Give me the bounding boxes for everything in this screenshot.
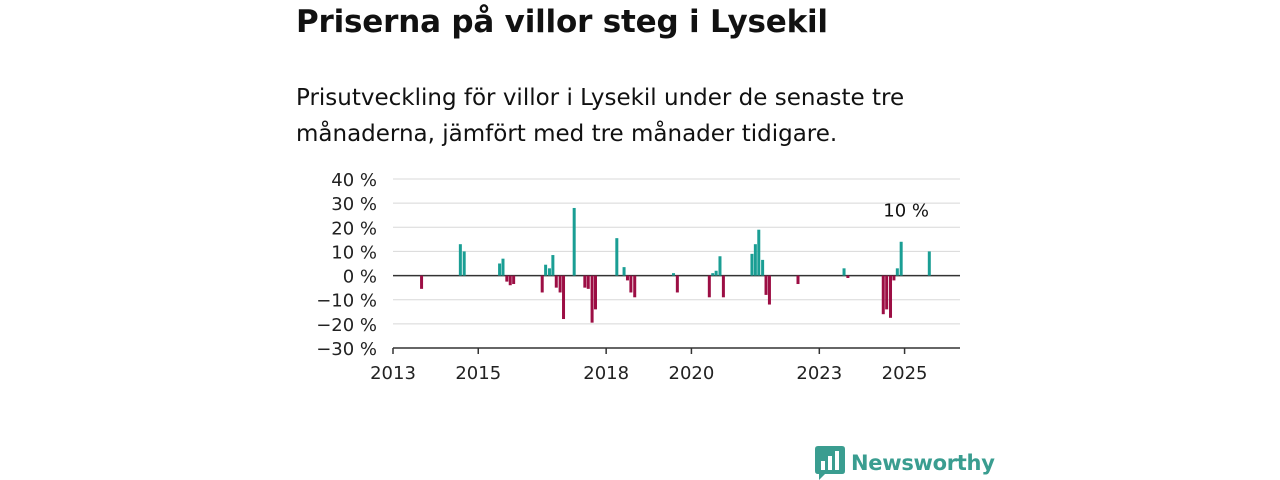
y-tick-label: 40 % xyxy=(331,170,377,191)
bar xyxy=(750,253,754,276)
y-tick-label: −30 % xyxy=(316,339,377,360)
chart-subtitle: Prisutveckling för villor i Lysekil unde… xyxy=(296,85,905,147)
bar xyxy=(629,275,633,293)
bar xyxy=(508,275,512,286)
bar xyxy=(899,241,903,276)
bar xyxy=(590,275,594,323)
bar xyxy=(753,244,757,276)
y-tick-label: −20 % xyxy=(316,315,377,336)
bar xyxy=(761,259,765,276)
chart-title: Priserna på villor steg i Lysekil xyxy=(296,4,828,40)
bar xyxy=(462,251,466,276)
bar xyxy=(583,275,587,288)
bar xyxy=(721,275,725,298)
bar xyxy=(551,255,555,276)
bar xyxy=(889,275,893,318)
newsworthy-logo: Newsworthy xyxy=(815,446,995,480)
y-tick-label: 20 % xyxy=(331,218,377,239)
bar xyxy=(796,275,800,285)
bar xyxy=(885,275,889,310)
bar xyxy=(711,273,715,276)
x-tick-label: 2013 xyxy=(370,363,416,384)
y-tick-label: 30 % xyxy=(331,194,377,215)
bar xyxy=(842,268,846,276)
x-tick-label: 2020 xyxy=(669,363,715,384)
bar xyxy=(707,275,711,298)
bar xyxy=(505,275,509,282)
bar-chart: 40 %30 %20 %10 %0 %−10 %−20 %−30 % 2013 2… xyxy=(316,170,960,384)
bars xyxy=(420,207,931,323)
bar xyxy=(846,275,850,278)
bar xyxy=(547,268,551,276)
bar xyxy=(458,244,462,276)
bar xyxy=(714,270,718,276)
brand-name: Newsworthy xyxy=(851,451,995,475)
bar xyxy=(558,275,562,293)
gridlines xyxy=(393,178,960,325)
annotations: 10 % xyxy=(883,200,929,221)
bar xyxy=(554,275,558,288)
bar xyxy=(594,275,597,310)
bar xyxy=(501,258,505,276)
x-tick-label: 2015 xyxy=(455,363,501,384)
bar xyxy=(767,275,771,305)
bar xyxy=(498,263,502,276)
bar xyxy=(544,264,548,276)
newsworthy-bar-chart-icon xyxy=(815,446,845,480)
bar xyxy=(927,251,931,276)
x-tick-label: 2018 xyxy=(583,363,629,384)
bar xyxy=(586,275,590,289)
bar xyxy=(562,275,566,320)
x-tick-label: 2025 xyxy=(882,363,928,384)
bar xyxy=(622,267,626,276)
y-tick-label: 10 % xyxy=(331,242,377,263)
y-tick-label: −10 % xyxy=(316,291,377,312)
bar xyxy=(757,229,761,276)
bar xyxy=(615,238,619,276)
bar xyxy=(420,275,424,289)
bar xyxy=(764,275,768,295)
bar xyxy=(572,207,576,276)
bar xyxy=(512,275,516,285)
bar xyxy=(540,275,544,293)
bar xyxy=(895,268,899,276)
bar xyxy=(881,275,885,315)
bar xyxy=(672,273,676,276)
bar xyxy=(633,275,637,298)
data-label: 10 % xyxy=(883,200,929,221)
bar xyxy=(892,275,896,281)
bar xyxy=(625,275,629,281)
y-tick-label: 0 % xyxy=(343,267,377,288)
x-axis: 2013 2015 2018 2020 2023 2025 xyxy=(370,347,960,384)
y-axis-ticks: 40 % 30 % 20 % 10 % 0 % −10 % −20 % −30 % xyxy=(316,170,377,360)
x-tick-label: 2023 xyxy=(796,363,842,384)
bar xyxy=(718,256,722,276)
bar xyxy=(675,275,679,293)
